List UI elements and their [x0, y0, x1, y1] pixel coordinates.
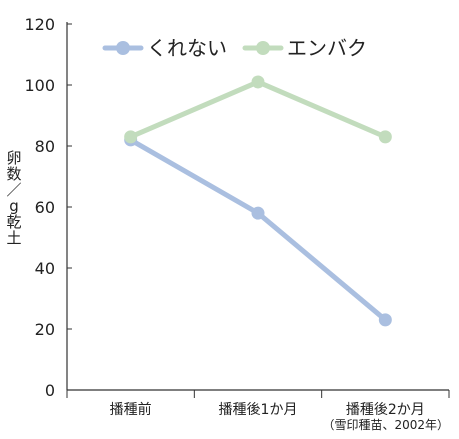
x-tick-label: 播種後2か月 — [346, 402, 425, 418]
source-note: （雪印種苗、2002年） — [322, 418, 449, 432]
data-point — [251, 75, 265, 89]
y-axis-label-char: 乾 — [6, 213, 22, 231]
data-point — [251, 206, 265, 220]
data-point — [378, 130, 392, 144]
y-tick-label: 120 — [24, 15, 55, 34]
y-tick-label: 20 — [35, 320, 55, 339]
y-tick-label: 80 — [35, 137, 55, 156]
y-axis-label-char: 数 — [6, 165, 22, 183]
y-tick-label: 60 — [35, 198, 55, 217]
y-axis-label-char: g — [9, 197, 19, 215]
y-tick-label: 0 — [45, 381, 55, 400]
y-tick-label: 100 — [24, 76, 55, 95]
legend-swatch-marker — [116, 41, 130, 55]
series-line-0 — [128, 137, 388, 323]
x-tick-label: 播種前 — [110, 401, 152, 418]
x-tick-label: 播種後1か月 — [219, 402, 298, 418]
y-tick-label: 40 — [35, 259, 55, 278]
y-axis-label-char: 卵 — [6, 149, 22, 167]
series-line-1 — [128, 79, 388, 140]
y-axis-label: 卵 数 ／ g 乾 土 — [4, 150, 24, 246]
y-axis-label-char: 土 — [6, 229, 22, 247]
legend-swatch-marker — [256, 41, 270, 55]
data-point — [378, 313, 392, 327]
data-point — [124, 130, 138, 144]
legend-label: エンバク — [287, 36, 367, 60]
y-axis-label-char: ／ — [6, 181, 22, 199]
legend-label: くれない — [147, 36, 227, 60]
